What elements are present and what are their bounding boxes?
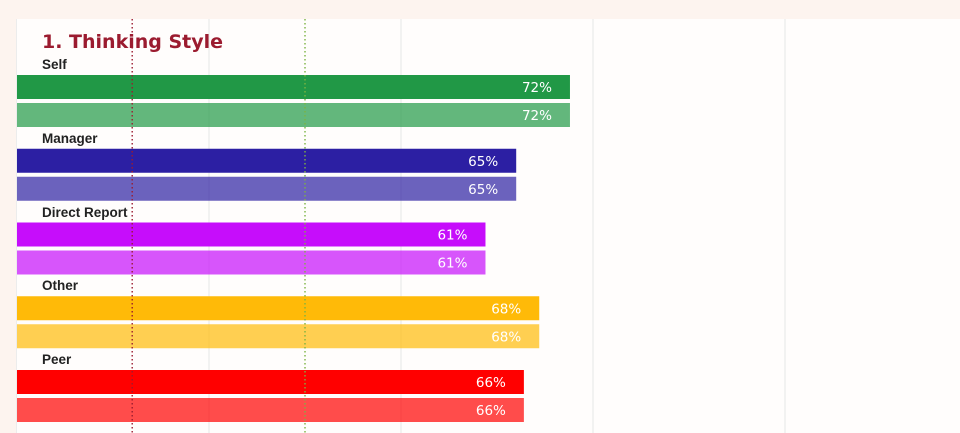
- bar-value-label: 61%: [437, 228, 467, 244]
- group-label: Direct Report: [42, 204, 128, 220]
- bar-chart: 72% 72% 65% 65% 61% 61% 68% 68% 66% 66%: [17, 19, 786, 433]
- bar-value-label: 65%: [468, 154, 498, 170]
- bar-value-label: 65%: [468, 182, 498, 198]
- bar: [17, 370, 524, 394]
- bar: [17, 324, 540, 349]
- bar-value-label: 61%: [437, 256, 467, 272]
- bar-value-label: 66%: [476, 375, 506, 391]
- bar: [17, 222, 486, 247]
- bar-value-label: 68%: [491, 301, 521, 317]
- chart-title: 1. Thinking Style: [42, 31, 224, 53]
- bar: [17, 103, 570, 127]
- bar-value-label: 72%: [522, 80, 552, 96]
- bar: [17, 75, 570, 99]
- bar: [17, 398, 524, 422]
- chart-panel: 72% 72% 65% 65% 61% 61% 68% 68% 66% 66% 1. Thinki…: [16, 19, 960, 433]
- group-label: Self: [42, 57, 67, 72]
- group-label: Manager: [42, 130, 98, 146]
- bar-value-label: 66%: [476, 403, 506, 419]
- bar: [17, 250, 486, 275]
- bar-value-label: 72%: [522, 108, 552, 124]
- group-label: Other: [42, 278, 79, 294]
- bar: [17, 176, 517, 201]
- bar: [17, 148, 517, 173]
- group-label: Peer: [42, 352, 72, 367]
- bar-value-label: 68%: [491, 329, 521, 345]
- bar: [17, 296, 540, 321]
